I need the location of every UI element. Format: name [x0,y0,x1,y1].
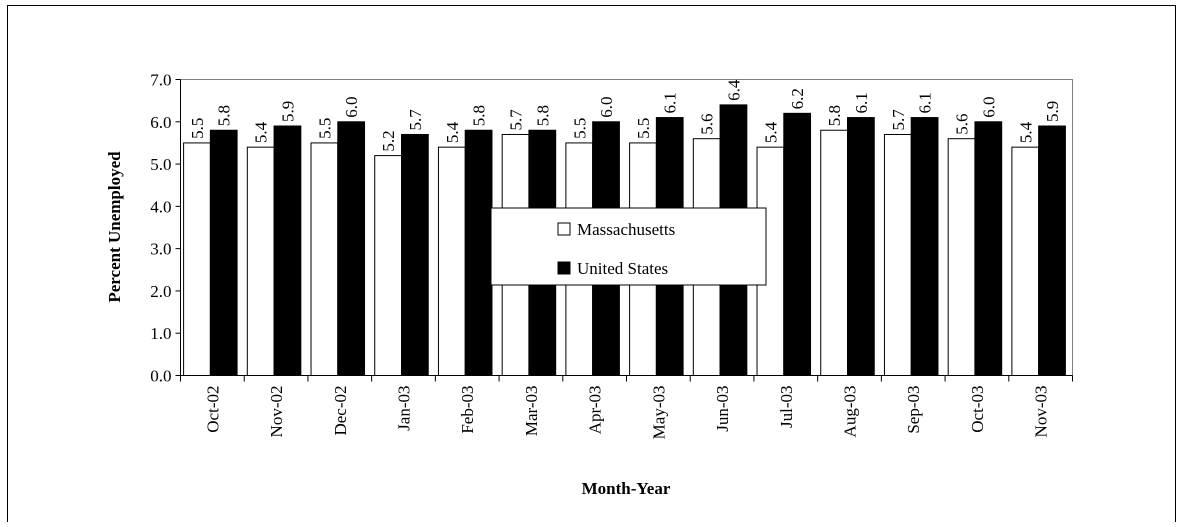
x-axis-title: Month-Year [582,479,671,498]
x-tick-label: Mar-03 [522,386,541,437]
bar [183,142,211,376]
y-tick-label: 3.0 [150,240,171,259]
x-tick-label: Dec-02 [331,386,350,436]
value-label: 6.0 [979,97,998,118]
x-tick-label: Jul-03 [777,386,796,429]
bar [947,138,976,376]
value-label: 5.7 [406,109,425,131]
value-label: 5.8 [470,105,489,126]
bar [783,112,812,376]
legend: Massachusetts United States [490,207,767,286]
y-tick-label: 6.0 [150,113,171,132]
y-axis-title: Percent Unemployed [105,151,124,303]
x-tick-label: Sep-03 [904,386,923,434]
legend-label: Massachusetts [577,220,675,239]
value-label: 6.0 [597,97,616,118]
value-label: 6.4 [724,79,743,101]
bar [246,146,275,376]
legend-swatch [557,261,571,275]
x-tick-label: Aug-03 [841,386,860,438]
bar [337,121,366,376]
bar [310,142,339,376]
y-tick-label: 5.0 [150,155,171,174]
value-label: 5.9 [1043,101,1062,122]
value-label: 5.7 [889,109,908,131]
value-label: 5.9 [278,101,297,122]
bar [401,133,429,376]
y-tick-label: 0.0 [150,367,171,386]
value-label: 6.0 [342,97,361,118]
legend-label: United States [577,259,668,278]
bar [437,146,466,376]
bar [273,125,302,376]
x-tick-label: Jan-03 [395,386,414,431]
value-label: 5.4 [761,121,780,143]
value-label: 5.8 [533,105,552,126]
bar [883,133,912,376]
y-tick-label: 1.0 [150,324,171,343]
legend-box [490,207,767,286]
value-label: 5.6 [698,113,717,134]
bar [974,121,1003,376]
y-tick-label: 4.0 [150,197,171,216]
y-tick-label: 7.0 [150,71,171,90]
value-label: 5.7 [507,109,526,131]
value-label: 5.8 [825,105,844,126]
legend-swatch [557,222,571,236]
bar [910,117,939,377]
value-label: 5.5 [570,118,589,139]
value-label: 5.5 [315,118,334,139]
x-tick-label: Nov-02 [267,386,286,438]
value-label: 5.4 [443,121,462,143]
bar [464,129,493,376]
value-label: 5.8 [215,105,234,126]
x-tick-label: Jun-03 [713,386,732,432]
value-label: 5.2 [379,130,398,151]
bar [847,117,875,377]
value-label: 5.6 [953,113,972,134]
x-tick-label: Apr-03 [586,386,605,435]
value-label: 6.2 [788,88,807,109]
value-label: 6.1 [852,92,871,113]
x-tick-label: Feb-03 [458,386,477,434]
value-label: 5.4 [252,121,271,143]
bar [820,129,848,376]
bar [1011,146,1040,376]
bar [209,129,238,376]
x-tick-label: Oct-02 [203,386,222,433]
value-label: 6.1 [916,92,935,113]
bar [1038,125,1066,376]
value-label: 5.4 [1016,121,1035,143]
x-tick-label: Nov-03 [1032,386,1051,438]
x-tick-label: Oct-03 [968,386,987,433]
y-tick-label: 2.0 [150,282,171,301]
bar [374,155,402,376]
value-label: 6.1 [661,92,680,113]
value-label: 5.5 [188,118,207,139]
value-label: 5.5 [634,118,653,139]
x-tick-label: May-03 [649,386,668,440]
